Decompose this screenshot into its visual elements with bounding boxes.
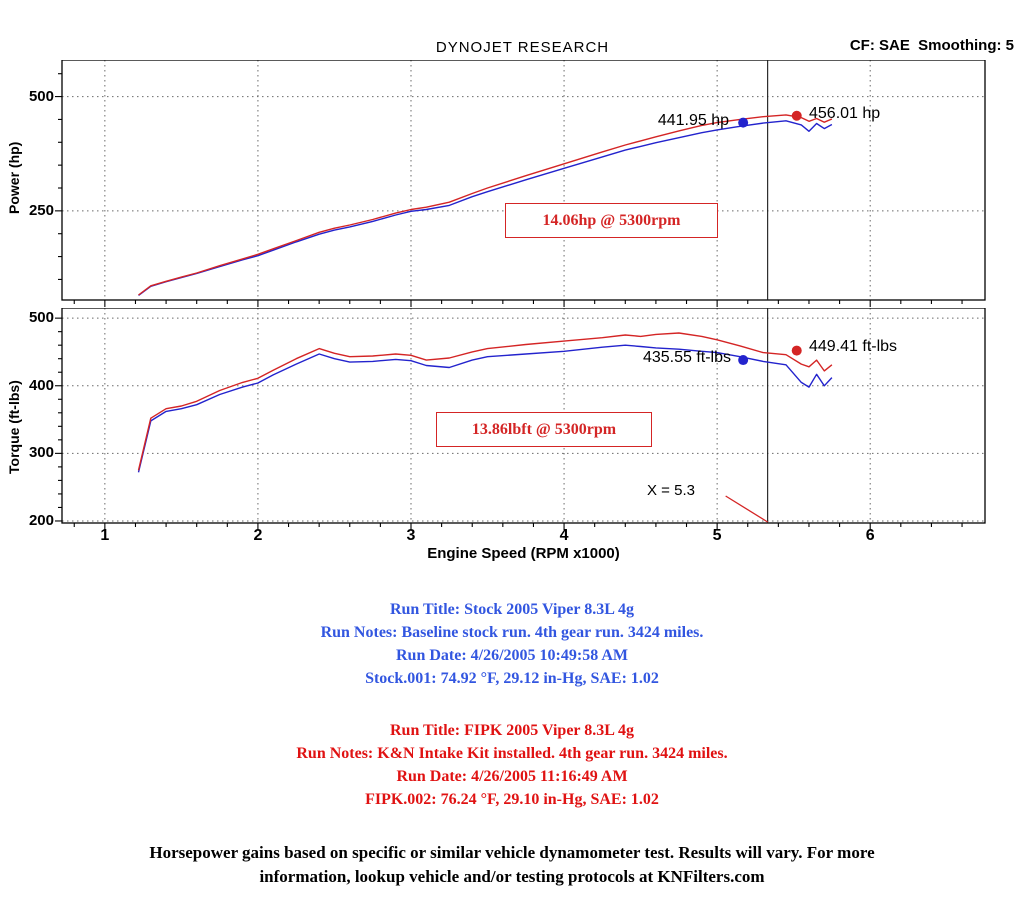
disclaimer: Horsepower gains based on specific or si… — [0, 841, 1024, 889]
reading-marker-dot — [791, 345, 802, 356]
x-tick-label: 2 — [253, 527, 263, 544]
power-ytick-labels: 250 500 — [14, 60, 54, 300]
y-tick-label: 500 — [28, 309, 54, 327]
run-notes: Run Notes: K&N Intake Kit installed. 4th… — [296, 745, 728, 762]
run-info-section: Run Title: Stock 2005 Viper 8.3L 4g Run … — [0, 598, 1024, 811]
x-tick-label: 1 — [100, 527, 110, 544]
cursor-leader-line — [725, 495, 768, 523]
FIPK.002-power-curve — [138, 114, 833, 296]
x-tick-label: 4 — [559, 527, 569, 544]
fipk-run-info: Run Title: FIPK 2005 Viper 8.3L 4g Run N… — [0, 719, 1024, 811]
Stock.001-power-curve — [138, 120, 833, 296]
y-tick-label: 300 — [28, 444, 54, 462]
FIPK.002-torque-curve — [137, 332, 833, 471]
cursor-position-label: X = 5.3 — [647, 482, 695, 499]
fipk-power-reading: 456.01 hp — [809, 105, 881, 122]
stock-torque-reading: 435.55 ft-lbs — [642, 349, 731, 366]
x-tick-label: 3 — [406, 527, 416, 544]
run-date: Run Date: 4/26/2005 10:49:58 AM — [396, 647, 628, 664]
disclaimer-line: Horsepower gains based on specific or si… — [149, 843, 875, 862]
run-title: Run Title: Stock 2005 Viper 8.3L 4g — [389, 601, 635, 618]
run-conditions: Stock.001: 74.92 °F, 29.12 in-Hg, SAE: 1… — [365, 670, 659, 687]
chart-title: DYNOJET RESEARCH — [435, 39, 610, 56]
torque-plot — [55, 308, 986, 530]
Stock.001-torque-curve — [137, 344, 833, 473]
run-title: Run Title: FIPK 2005 Viper 8.3L 4g — [389, 722, 635, 739]
reading-marker-dot — [791, 110, 802, 121]
torque-ytick-labels: 200 300 400 500 — [14, 308, 54, 529]
cf-smoothing-label: CF: SAE Smoothing: 5 — [849, 37, 1014, 54]
run-notes: Run Notes: Baseline stock run. 4th gear … — [320, 624, 704, 641]
plot-frame — [61, 308, 986, 524]
hp-gain-callout: 14.06hp @ 5300rpm — [505, 203, 718, 238]
y-tick-label: 250 — [28, 201, 54, 219]
disclaimer-line: information, lookup vehicle and/or testi… — [259, 867, 765, 886]
stock-run-info: Run Title: Stock 2005 Viper 8.3L 4g Run … — [0, 598, 1024, 690]
power-plot — [55, 60, 986, 307]
stock-power-reading: 441.95 hp — [657, 112, 729, 129]
x-tick-labels: 1 2 3 4 5 6 — [62, 527, 985, 547]
x-axis-title: Engine Speed (RPM x1000) — [427, 545, 620, 562]
y-tick-label: 200 — [28, 511, 54, 529]
fipk-torque-reading: 449.41 ft-lbs — [809, 338, 898, 355]
run-date: Run Date: 4/26/2005 11:16:49 AM — [396, 768, 628, 785]
x-tick-label: 6 — [865, 527, 875, 544]
y-tick-label: 400 — [28, 376, 54, 394]
torque-gain-callout: 13.86lbft @ 5300rpm — [436, 412, 652, 447]
run-conditions: FIPK.002: 76.24 °F, 29.10 in-Hg, SAE: 1.… — [365, 791, 659, 808]
plot-frame — [61, 60, 986, 301]
x-tick-label: 5 — [712, 527, 722, 544]
y-tick-label: 500 — [28, 87, 54, 105]
reading-marker-dot — [738, 117, 749, 128]
reading-marker-dot — [738, 355, 749, 366]
